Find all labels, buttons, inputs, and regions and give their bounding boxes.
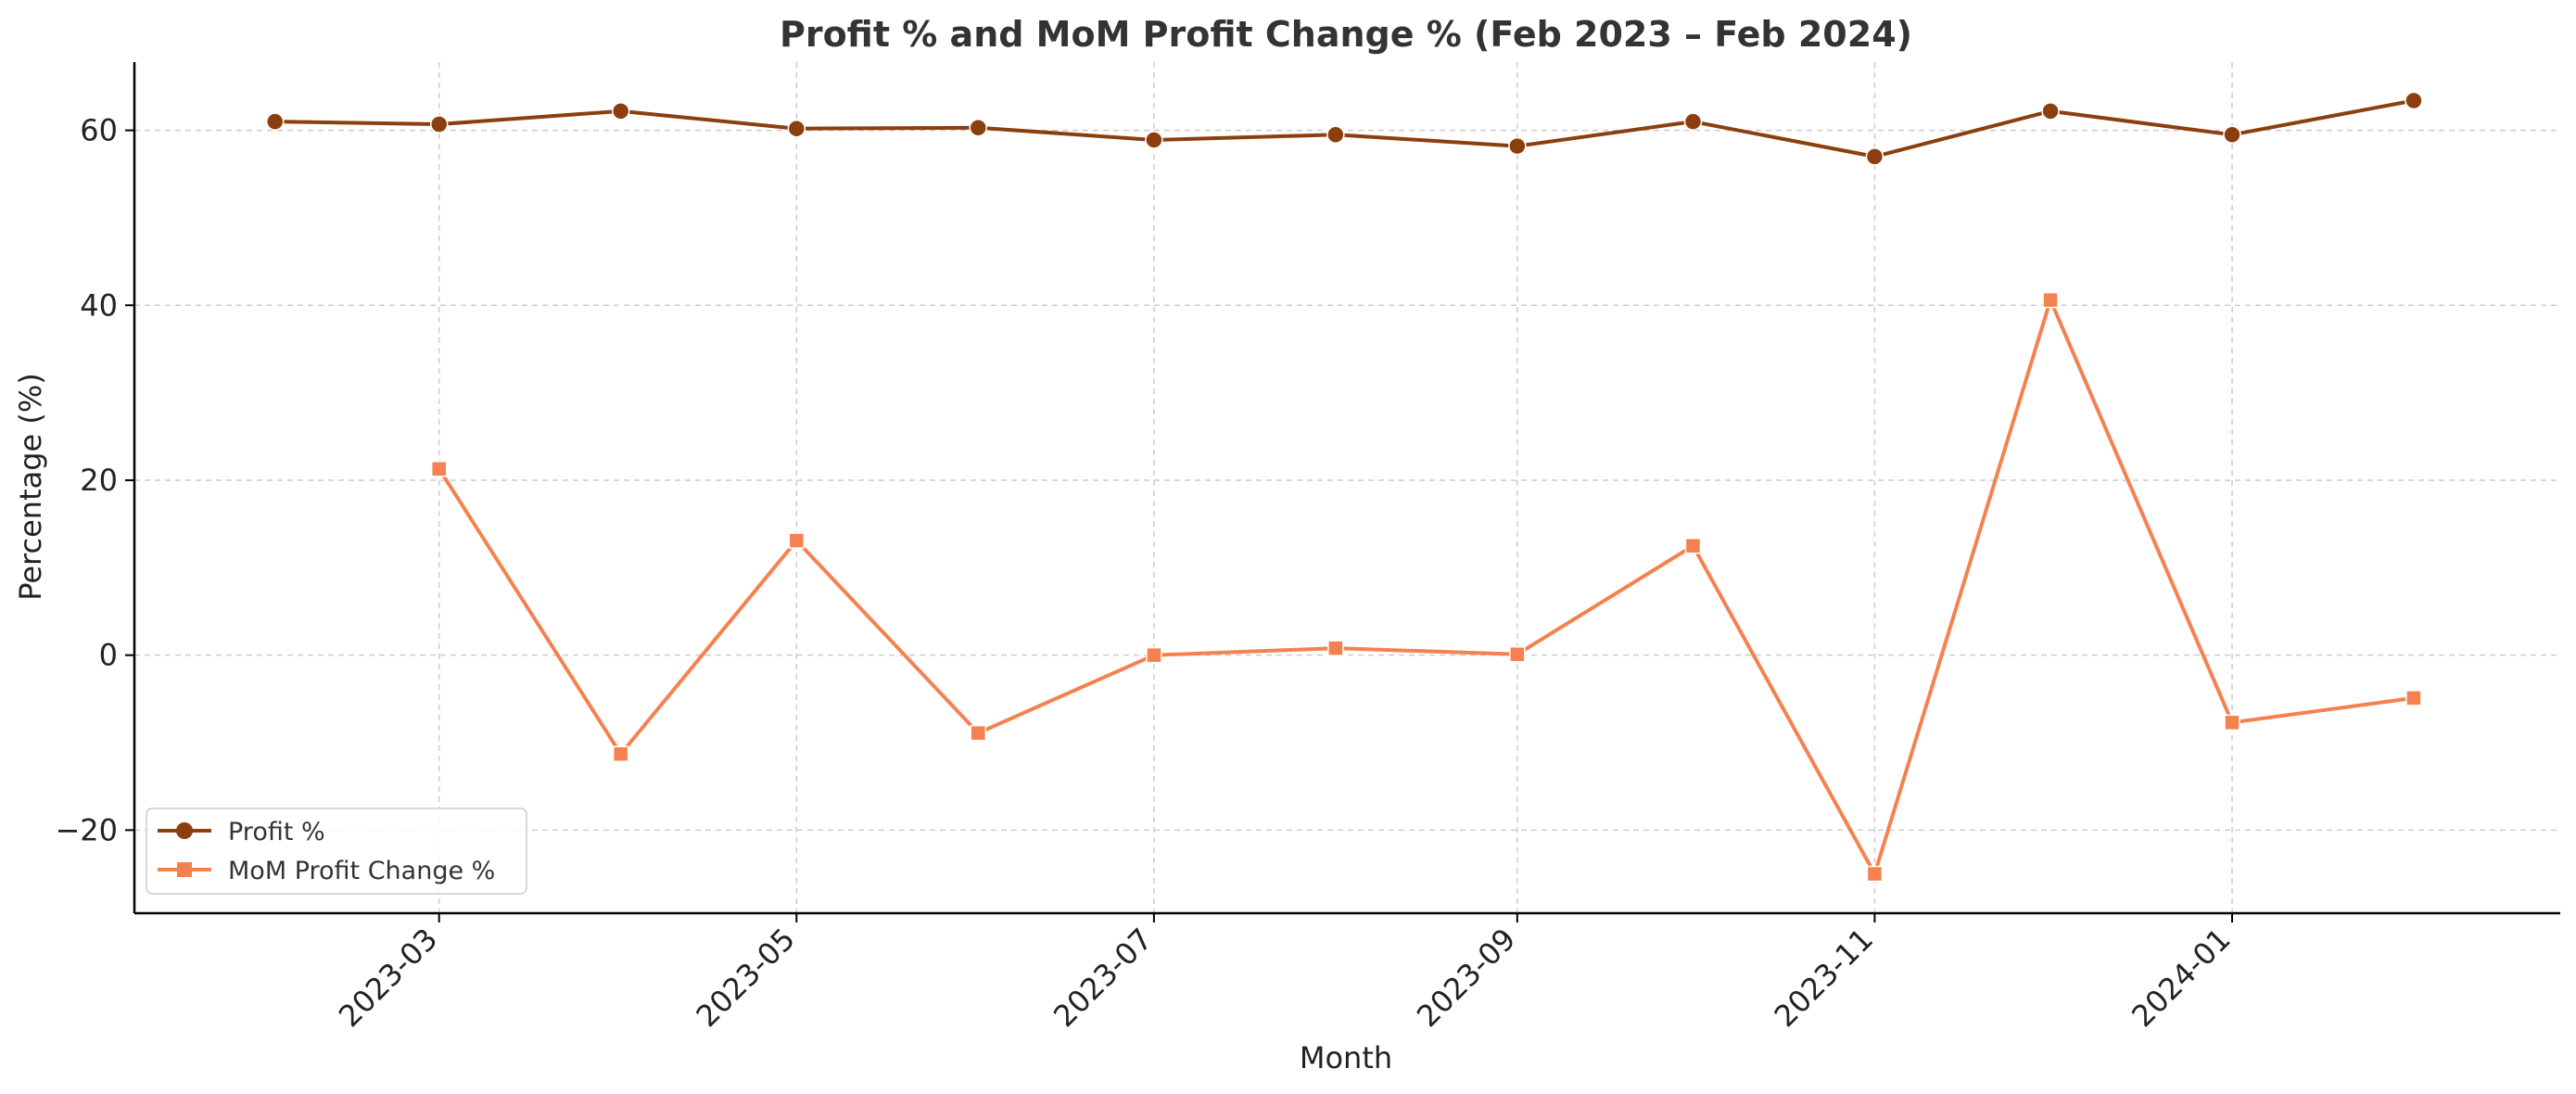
legend-label: MoM Profit Change % <box>228 857 495 885</box>
grid <box>134 62 2560 913</box>
data-point <box>2405 91 2423 110</box>
data-point <box>1146 646 1162 664</box>
legend-marker <box>176 822 193 839</box>
x-axis-label: Month <box>1300 1040 1392 1075</box>
y-tick-label: 60 <box>80 113 118 148</box>
data-point <box>429 115 449 134</box>
legend-box <box>146 808 527 895</box>
data-point <box>1508 136 1527 156</box>
data-point <box>788 532 806 549</box>
legend-item: Profit % <box>158 818 325 846</box>
data-point <box>1683 112 1703 131</box>
x-tick-label: 2023-07 <box>1047 922 1159 1034</box>
data-point <box>1326 125 1345 145</box>
legend: Profit % MoM Profit Change % <box>146 808 527 895</box>
data-point <box>265 112 285 131</box>
y-tick-label: 0 <box>99 638 118 673</box>
data-point <box>2405 690 2422 706</box>
data-point <box>970 724 987 742</box>
series-line <box>438 298 2415 876</box>
data-point <box>611 102 630 121</box>
legend-marker <box>177 862 192 877</box>
data-point <box>969 119 988 137</box>
chart-title: Profit % and MoM Profit Change % (Feb 20… <box>780 14 1912 55</box>
legend-label: Profit % <box>228 818 325 846</box>
data-point <box>1327 640 1344 656</box>
data-point <box>1509 645 1526 663</box>
data-point <box>1865 147 1884 166</box>
data-point <box>2224 714 2240 731</box>
y-tick-label: 40 <box>80 287 118 323</box>
data-point <box>430 460 448 477</box>
y-tick-label: 20 <box>80 463 118 498</box>
series-line <box>274 98 2415 159</box>
legend-item: MoM Profit Change % <box>158 857 495 885</box>
data-point <box>1145 131 1163 149</box>
x-tick-label: 2023-11 <box>1768 922 1880 1034</box>
axes <box>133 62 2560 915</box>
series-layer <box>265 91 2423 883</box>
data-point <box>787 119 806 138</box>
data-point <box>2223 125 2241 145</box>
y-axis-label: Percentage (%) <box>13 373 48 601</box>
data-point <box>1684 537 1702 554</box>
series-1 <box>265 91 2423 166</box>
data-point <box>1866 865 1884 883</box>
series-2 <box>430 291 2422 883</box>
x-tick-label: 2023-09 <box>1410 922 1522 1034</box>
x-tick-label: 2023-03 <box>332 922 444 1034</box>
data-point <box>2042 291 2059 309</box>
ticks: −20 0 20 40 60 2023-03 2023-05 2023-07 2023-09 20… <box>55 113 2237 1035</box>
data-point <box>612 745 629 763</box>
y-tick-label: −20 <box>55 812 118 847</box>
data-point <box>2041 102 2060 121</box>
x-tick-label: 2024-01 <box>2125 922 2237 1034</box>
x-tick-label: 2023-05 <box>690 922 802 1034</box>
